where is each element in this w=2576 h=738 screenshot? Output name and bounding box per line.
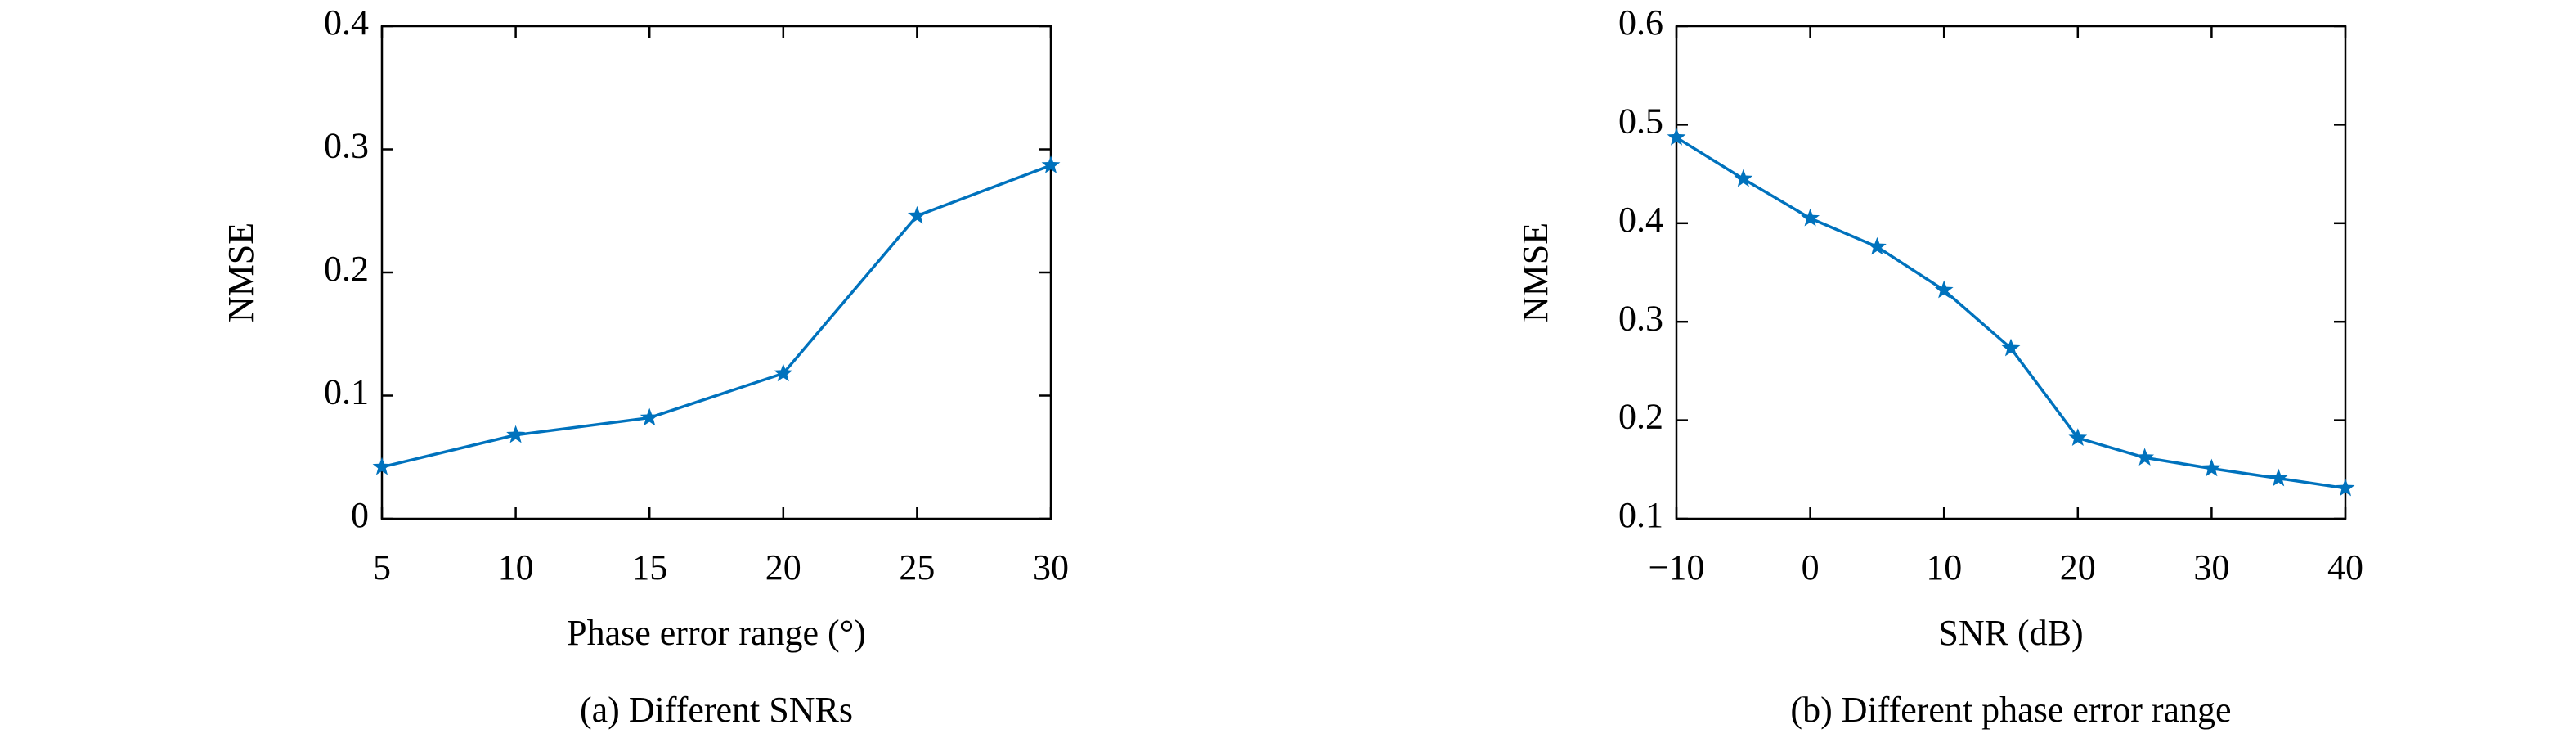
data-marker — [372, 457, 392, 475]
x-axis-label: Phase error range (°) — [567, 613, 866, 653]
y-tick-label: 0.4 — [1618, 200, 1663, 240]
y-tick-label: 0.2 — [324, 249, 369, 289]
data-marker — [774, 363, 793, 382]
y-tick-label: 0.1 — [324, 372, 369, 412]
data-marker — [2135, 448, 2155, 466]
x-tick-label: 20 — [2060, 547, 2096, 587]
data-marker — [1867, 236, 1887, 255]
data-marker — [2001, 338, 2021, 357]
axes-frame — [380, 25, 1052, 520]
x-tick-label: 0 — [1802, 547, 1820, 587]
y-axis-label: NMSE — [1515, 223, 1555, 322]
data-marker — [2201, 458, 2221, 477]
caption: (b) Different phase error range — [1790, 690, 2231, 730]
data-marker — [1934, 280, 1954, 299]
y-tick-label: 0.6 — [1618, 2, 1663, 43]
data-line — [1676, 136, 2346, 490]
y-tick-label: 0.4 — [324, 2, 369, 43]
data-marker — [2336, 478, 2355, 497]
x-axis-label: SNR (dB) — [1938, 613, 2083, 653]
x-tick-label: 15 — [631, 547, 667, 587]
data-marker — [2269, 468, 2288, 487]
y-tick-label: 0.3 — [1618, 298, 1663, 338]
y-tick-label: 0.5 — [1618, 101, 1663, 141]
x-tick-label: 5 — [373, 547, 391, 587]
y-tick-label: 0.3 — [324, 126, 369, 166]
data-marker — [1667, 128, 1686, 146]
caption: (a) Different SNRs — [580, 690, 853, 730]
y-tick-label: 0.1 — [1618, 495, 1663, 535]
data-marker — [1041, 155, 1061, 173]
data-marker — [1801, 208, 1820, 227]
data-line — [381, 164, 1052, 469]
x-tick-label: 10 — [498, 547, 534, 587]
y-tick-label: 0 — [351, 495, 369, 535]
data-marker — [1734, 169, 1753, 187]
x-tick-label: 30 — [1033, 547, 1069, 587]
x-tick-label: 25 — [899, 547, 935, 587]
data-marker — [640, 407, 659, 426]
x-tick-label: 20 — [765, 547, 801, 587]
data-marker — [907, 205, 927, 224]
y-tick-label: 0.2 — [1618, 397, 1663, 437]
x-tick-label: 40 — [2327, 547, 2363, 587]
x-tick-label: 30 — [2193, 547, 2229, 587]
data-marker — [506, 425, 526, 443]
axes-frame — [1675, 25, 2347, 520]
data-marker — [2068, 428, 2088, 446]
y-axis-label: NMSE — [221, 223, 261, 322]
x-tick-label: 10 — [1926, 547, 1962, 587]
x-tick-label: −10 — [1649, 547, 1705, 587]
